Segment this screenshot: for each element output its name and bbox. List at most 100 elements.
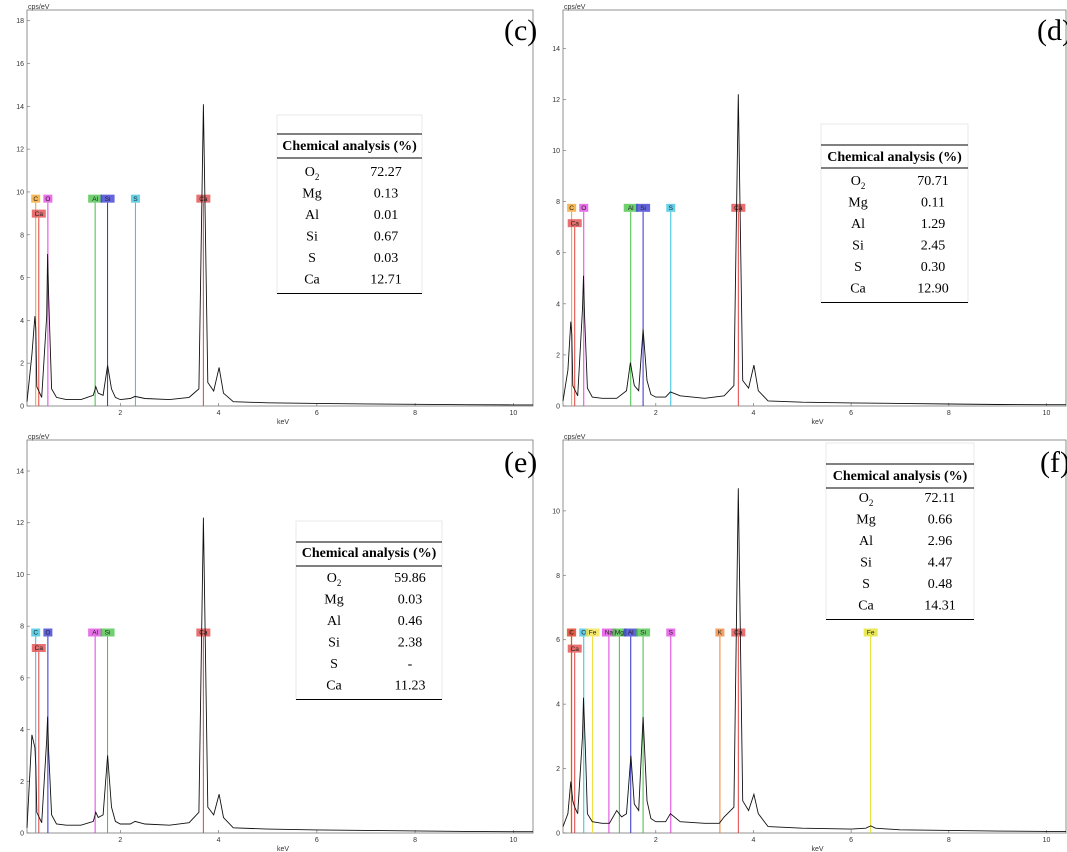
x-axis-label: keV: [812, 419, 824, 426]
element-symbol: O: [305, 165, 315, 180]
plot-frame: [26, 439, 534, 834]
panel-letter: (d): [1037, 14, 1067, 47]
element-tag-bg: [31, 209, 46, 218]
table-element-cell: O2: [305, 165, 320, 182]
table-element-cell: Ca: [858, 599, 874, 614]
y-tick-label: 0: [556, 404, 560, 411]
table-element-cell: Si: [860, 556, 872, 571]
chemical-analysis-table: Chemical analysis (%) O2 72.11 Mg 0.66 Al 2.96…: [825, 442, 975, 620]
spectrum-line: [562, 94, 1066, 406]
x-tick-label: 8: [947, 410, 951, 417]
spectrum-panel-1: cps/eVkeV02468101214246810COAlSiSCaCa(d)…: [552, 4, 1067, 426]
element-tag-bg: [567, 203, 577, 212]
y-tick-label: 8: [20, 624, 24, 631]
x-tick-label: 2: [118, 837, 122, 844]
chemical-analysis-table: Chemical analysis (%) O2 59.86 Mg 0.03 Al 0.46…: [295, 520, 443, 700]
element-tag-label: Na: [605, 630, 614, 637]
table-value-cell: 2.45: [921, 239, 946, 254]
panel-letter: (f): [1040, 446, 1067, 479]
element-symbol: S: [854, 260, 862, 275]
table-value-cell: 72.27: [370, 165, 402, 180]
element-tag-label: Si: [105, 196, 111, 203]
element-symbol: Al: [327, 614, 341, 629]
element-symbol: Mg: [302, 187, 321, 202]
x-tick-label: 10: [509, 410, 517, 417]
element-tag-label: C: [569, 630, 574, 637]
table-value-cell: 0.66: [928, 513, 953, 528]
element-tag-label: Ca: [571, 220, 580, 227]
element-tag-bg: [666, 203, 676, 212]
panel-letter: (c): [504, 14, 537, 47]
y-tick-label: 14: [16, 469, 24, 476]
element-tag-bg: [567, 628, 577, 637]
table-element-cell: S: [330, 657, 338, 672]
y-tick-label: 0: [20, 831, 24, 838]
element-tag-bg: [612, 628, 627, 637]
element-tag-bg: [731, 628, 746, 637]
y-tick-label: 12: [552, 97, 560, 104]
element-subscript: 2: [315, 172, 320, 182]
table-value-cell: 12.71: [370, 273, 402, 288]
x-tick-label: 4: [752, 837, 756, 844]
y-tick-label: 4: [556, 702, 560, 709]
y-axis-label: cps/eV: [28, 4, 50, 11]
chemical-analysis-table: Chemical analysis (%) O2 72.27 Mg 0.13 Al 0.01…: [276, 114, 423, 294]
y-tick-label: 12: [16, 147, 24, 154]
plot-frame: [562, 9, 1067, 407]
element-tag-bg: [31, 644, 46, 653]
y-tick-label: 2: [556, 352, 560, 359]
element-symbol: S: [308, 251, 316, 266]
table-element-cell: Mg: [324, 593, 343, 608]
x-tick-label: 8: [947, 837, 951, 844]
element-symbol: Mg: [324, 593, 343, 608]
element-tag-label: O: [45, 630, 50, 637]
chemical-analysis-table: Chemical analysis (%) O2 70.71 Mg 0.11 Al 1.29…: [820, 123, 969, 303]
x-axis-label: keV: [812, 846, 824, 852]
y-tick-label: 16: [16, 61, 24, 68]
y-tick-label: 10: [552, 148, 560, 155]
y-tick-label: 12: [16, 520, 24, 527]
x-tick-label: 6: [315, 837, 319, 844]
y-tick-label: 6: [556, 637, 560, 644]
table-element-cell: S: [862, 577, 870, 592]
element-tag-label: Al: [628, 205, 634, 212]
element-subscript: 2: [337, 578, 342, 588]
x-tick-label: 4: [217, 837, 221, 844]
y-tick-label: 0: [20, 404, 24, 411]
table-box: [295, 520, 443, 700]
element-tag-label: O: [581, 630, 586, 637]
element-tag-label: O: [581, 205, 586, 212]
table-value-cell: 14.31: [924, 599, 956, 614]
element-symbol: Si: [306, 230, 318, 245]
element-tag-label: Si: [105, 630, 111, 637]
x-tick-label: 6: [849, 837, 853, 844]
y-tick-label: 6: [556, 250, 560, 257]
table-box: [825, 442, 975, 620]
element-tag-bg: [567, 644, 582, 653]
element-symbol: Ca: [858, 599, 874, 614]
table-value-cell: 11.23: [395, 679, 426, 694]
element-tag-label: Si: [640, 205, 646, 212]
element-symbol: Ca: [304, 273, 320, 288]
y-tick-label: 8: [20, 232, 24, 239]
element-tag-label: O: [45, 196, 50, 203]
element-tag-bg: [100, 628, 115, 637]
element-symbol: O: [851, 174, 861, 189]
element-tag-bg: [88, 628, 103, 637]
element-tag-bg: [130, 194, 140, 203]
y-tick-label: 8: [556, 199, 560, 206]
table-value-cell: 12.90: [917, 282, 949, 297]
element-subscript: 2: [861, 181, 866, 191]
y-tick-label: 14: [16, 104, 24, 111]
element-tag-label: Ca: [734, 205, 743, 212]
y-tick-label: 8: [556, 573, 560, 580]
y-tick-label: 6: [20, 275, 24, 282]
element-tag-label: S: [669, 205, 674, 212]
element-tag-label: Ca: [199, 196, 208, 203]
table-title: Chemical analysis (%): [282, 139, 417, 154]
element-tag-label: C: [33, 196, 38, 203]
table-value-cell: 0.11: [921, 196, 945, 211]
element-tag-label: Ca: [199, 630, 208, 637]
table-element-cell: Ca: [850, 282, 866, 297]
